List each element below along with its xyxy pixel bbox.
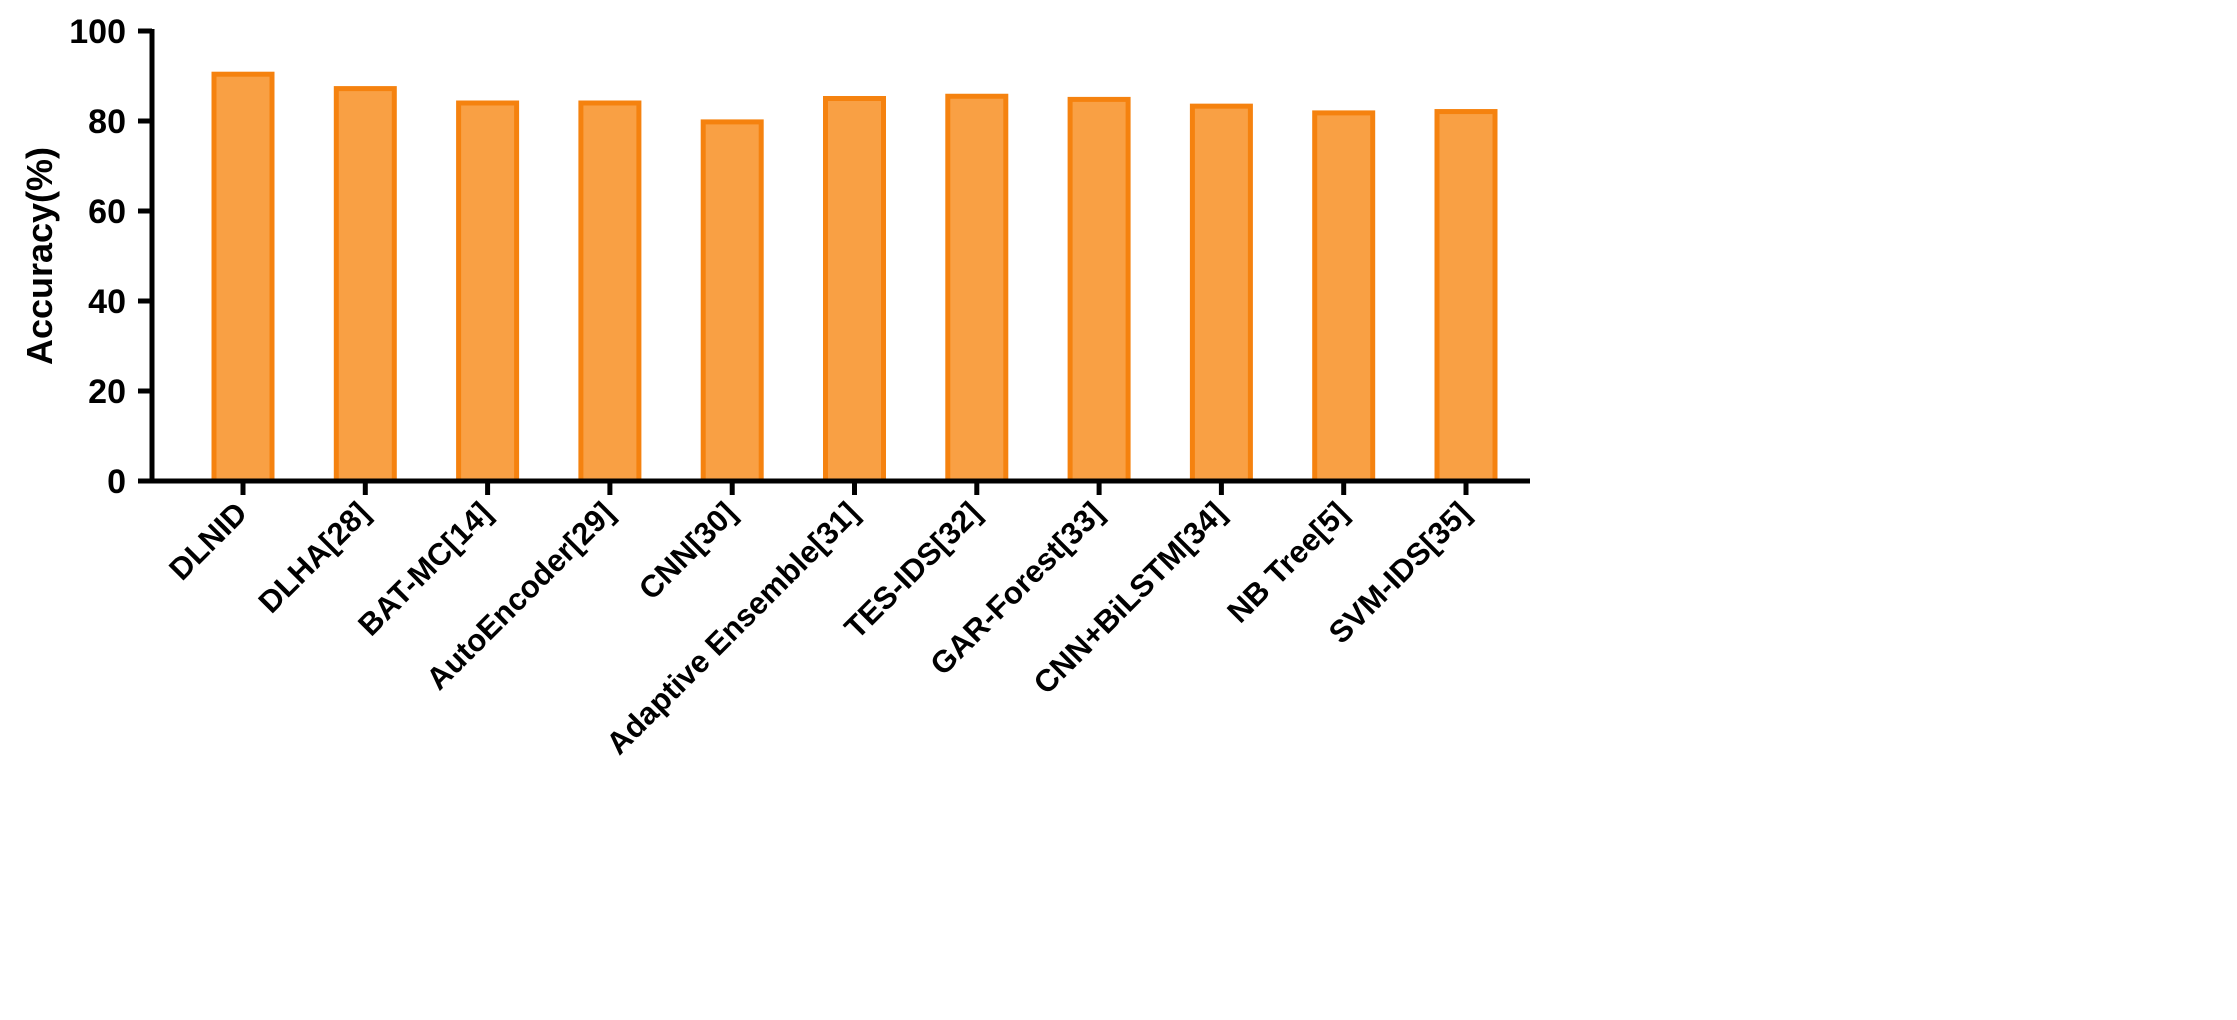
bar — [1189, 103, 1253, 484]
y-axis-label: Accuracy(%) — [19, 147, 60, 365]
bar — [211, 71, 275, 484]
bar — [823, 96, 886, 484]
y-tick-label: 100 — [69, 13, 126, 51]
axes-layer — [149, 29, 1530, 484]
y-tick-label: 80 — [88, 103, 126, 141]
y-ticks: 0 20 40 60 80 100 — [69, 13, 152, 501]
bar — [945, 93, 1009, 484]
y-tick-label: 20 — [88, 373, 126, 411]
x-tick-label: CNN[30] — [632, 495, 743, 606]
y-tick-label: 60 — [88, 193, 126, 231]
bars-layer — [211, 71, 1498, 484]
bar — [1434, 109, 1498, 484]
bar — [700, 119, 764, 484]
bar — [1067, 96, 1131, 484]
y-tick-label: 0 — [107, 463, 126, 501]
x-tick-label: DLNID — [162, 495, 254, 587]
bar — [333, 86, 397, 484]
x-tick-label: DLHA[28] — [252, 495, 377, 620]
x-tick-label: Adaptive Ensemble[31] — [600, 495, 866, 761]
bar — [1312, 110, 1376, 484]
y-tick-label: 40 — [88, 283, 126, 321]
bar — [578, 100, 642, 484]
x-tick-label: NB Tree[5] — [1220, 495, 1354, 629]
bar — [456, 100, 520, 484]
